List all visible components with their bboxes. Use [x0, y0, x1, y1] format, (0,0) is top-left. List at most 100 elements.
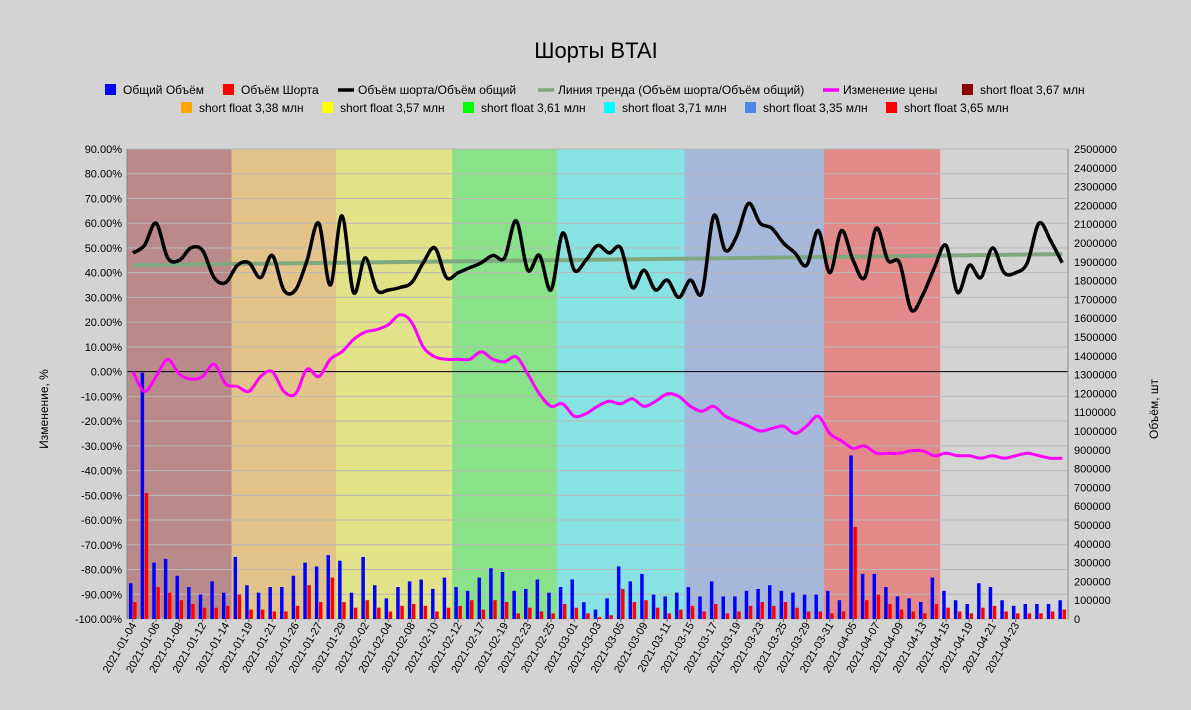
bar-short-volume [760, 602, 764, 619]
y-left-tick-label: 30.00% [85, 292, 123, 304]
legend-label: Объём шорта/Объём общий [358, 83, 516, 97]
bar-total-volume [895, 596, 900, 619]
bar-total-volume [524, 588, 528, 619]
bar-short-volume [888, 603, 892, 619]
bar-total-volume [651, 594, 656, 619]
bar-short-volume [1027, 613, 1032, 619]
bar-total-volume [291, 575, 296, 619]
y-right-tick-label: 0 [1074, 614, 1080, 626]
y-left-tick-label: -30.00% [81, 441, 122, 453]
y-right-tick-label: 200000 [1074, 576, 1111, 588]
bar-total-volume [221, 592, 226, 619]
bar-total-volume [140, 372, 145, 619]
bar-short-volume [260, 609, 265, 619]
bar-total-volume [860, 573, 865, 619]
legend-label: short float 3,38 млн [199, 101, 304, 115]
bar-total-volume [942, 590, 946, 619]
x-axis: 2021-01-042021-01-062021-01-082021-01-12… [101, 619, 1022, 675]
bar-total-volume [407, 581, 412, 619]
bar-short-volume [1004, 611, 1008, 619]
y-right-tick-label: 1500000 [1074, 332, 1117, 344]
y-left-tick-label: -100.00% [75, 614, 122, 626]
short-ratio-line [131, 201, 1064, 313]
bar-total-volume [779, 590, 784, 619]
bar-total-volume [965, 603, 969, 619]
bar-short-volume [388, 611, 393, 619]
bar-total-volume [500, 572, 505, 619]
bar-short-volume [562, 603, 567, 619]
y-right-tick-label: 2100000 [1074, 219, 1117, 231]
bar-short-volume [597, 617, 602, 619]
y-right-tick-label: 800000 [1074, 464, 1111, 476]
y-right-tick-label: 2200000 [1074, 200, 1117, 212]
y-right-tick-label: 1300000 [1074, 370, 1117, 382]
bar-short-volume [876, 594, 881, 619]
bar-short-volume [957, 611, 962, 619]
bar-short-volume [493, 600, 497, 619]
bar-total-volume [175, 575, 179, 619]
bar-total-volume [384, 598, 389, 619]
bar-short-volume [748, 605, 753, 619]
legend-label: short float 3,35 млн [763, 101, 868, 115]
bar-short-volume [307, 585, 311, 619]
bar-total-volume [698, 596, 702, 619]
bar-short-volume [586, 613, 590, 619]
bar-short-volume [772, 605, 776, 619]
y-right-tick-label: 500000 [1074, 520, 1111, 532]
bar-total-volume [616, 566, 621, 619]
y-left-tick-label: -40.00% [81, 466, 122, 478]
legend-label: short float 3,57 млн [340, 101, 445, 115]
y-right-tick-label: 1800000 [1074, 276, 1117, 288]
y-left-tick-label: -90.00% [81, 589, 122, 601]
bar-total-volume [953, 600, 958, 619]
bar-total-volume [1046, 603, 1051, 619]
bar-total-volume [640, 573, 644, 619]
bar-short-volume [632, 602, 637, 619]
bar-short-volume [400, 605, 404, 619]
legend-label: short float 3,71 млн [622, 101, 727, 115]
y-right-tick-label: 1000000 [1074, 426, 1117, 438]
bar-total-volume [744, 590, 749, 619]
bar-short-volume [946, 607, 950, 619]
bar-total-volume [1011, 605, 1016, 619]
volume-bars [129, 372, 1066, 619]
legend-label: Линия тренда (Объём шорта/Объём общий) [558, 83, 804, 97]
bar-short-volume [377, 607, 381, 619]
bar-short-volume [737, 611, 741, 619]
bar-short-volume [609, 615, 613, 619]
bar-total-volume [1035, 603, 1039, 619]
legend-swatch [886, 102, 897, 113]
bar-short-volume [237, 594, 242, 619]
bar-short-volume [830, 613, 834, 619]
bar-total-volume [686, 587, 691, 619]
legend-label: short float 3,65 млн [904, 101, 1009, 115]
plot-background [127, 149, 1068, 619]
y-left-tick-label: -20.00% [81, 416, 122, 428]
plot-area [127, 149, 1068, 619]
bar-total-volume [756, 588, 760, 619]
legend-label: Общий Объём [123, 83, 204, 97]
bar-total-volume [849, 455, 853, 619]
bar-total-volume [512, 590, 516, 619]
bar-total-volume [233, 556, 238, 619]
bar-short-volume [539, 611, 544, 619]
bar-total-volume [907, 598, 911, 619]
bar-total-volume [582, 602, 586, 619]
bar-short-volume [725, 613, 730, 619]
bar-short-volume [295, 605, 300, 619]
y-left-tick-label: 0.00% [91, 367, 122, 379]
bar-total-volume [884, 587, 888, 619]
bar-total-volume [326, 555, 331, 619]
bar-short-volume [435, 611, 439, 619]
bar-short-volume [853, 526, 857, 619]
bar-short-volume [655, 607, 660, 619]
bar-short-volume [667, 613, 671, 619]
y-right-tick-label: 1700000 [1074, 294, 1117, 306]
y-left-tick-label: 90.00% [85, 144, 123, 156]
y-right-tick-label: 600000 [1074, 501, 1111, 513]
bar-short-volume [249, 609, 253, 619]
bar-short-volume [969, 613, 974, 619]
bar-total-volume [872, 573, 877, 619]
bar-short-volume [818, 611, 823, 619]
y-right-tick-label: 2500000 [1074, 144, 1117, 156]
